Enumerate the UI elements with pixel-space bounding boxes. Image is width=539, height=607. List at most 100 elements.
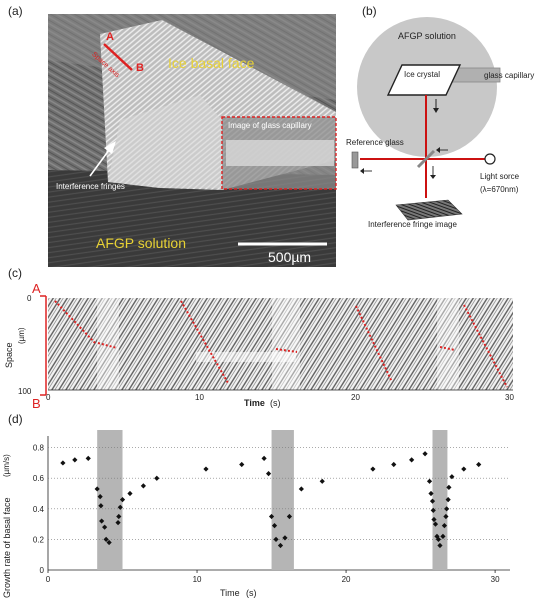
fringes-arrow-head — [104, 141, 116, 154]
x-tick-label: 0 — [46, 575, 51, 584]
data-point — [127, 490, 133, 497]
kymo-xunit: (s) — [270, 398, 281, 408]
afgp-solution-photo-label: AFGP solution — [96, 235, 187, 251]
kymo-x-tick-30: 30 — [505, 393, 514, 402]
data-point — [72, 457, 78, 463]
data-point — [298, 486, 304, 492]
kymo-xlabel: Time — [244, 398, 265, 408]
y-tick-label: 0.8 — [33, 444, 45, 453]
data-point — [435, 536, 442, 543]
kymo-x-tick-20: 20 — [351, 393, 360, 402]
data-point — [102, 524, 108, 530]
data-point — [154, 475, 160, 481]
data-point — [409, 457, 415, 463]
chart-xlabel: Time — [220, 588, 240, 598]
scale-bar-label: 500µm — [268, 249, 312, 265]
shaded-interval-0 — [97, 430, 123, 570]
ice-crystal-label: Ice crystal — [404, 70, 441, 79]
data-point — [391, 461, 397, 468]
data-point — [476, 461, 482, 468]
data-point — [444, 506, 450, 512]
data-point — [60, 460, 66, 466]
kymo-y-tick-0: 0 — [27, 294, 32, 303]
data-point — [437, 542, 443, 549]
data-point — [429, 498, 436, 504]
wavelength-label: (λ=670nm) — [480, 185, 519, 194]
capillary-label: Image of glass capillary — [228, 121, 312, 130]
data-point — [239, 461, 245, 468]
ice-crystal-shape — [386, 64, 462, 96]
x-tick-label: 10 — [193, 575, 202, 584]
y-tick-label: 0.4 — [33, 505, 45, 514]
fringes-label: Interference fringes — [56, 182, 125, 191]
reference-glass-icon — [351, 151, 359, 169]
light-source-label: Light sorce — [480, 172, 520, 181]
chart-xunit: (s) — [246, 588, 257, 598]
data-point — [428, 490, 434, 497]
ice-basal-face-label: Ice basal face — [168, 55, 255, 71]
x-tick-label: 20 — [342, 575, 351, 584]
data-point — [445, 497, 451, 503]
shaded-interval-2 — [432, 430, 448, 570]
data-point — [446, 484, 452, 491]
data-point — [99, 518, 105, 524]
marker-a-kymo: A — [32, 281, 41, 296]
fringe-image-icon — [395, 199, 463, 221]
data-point — [268, 513, 275, 520]
data-point — [271, 523, 278, 529]
space-axis-line — [103, 43, 133, 71]
data-point — [319, 478, 325, 484]
data-point — [449, 474, 455, 480]
beam-splitter — [416, 149, 436, 169]
data-point — [106, 539, 112, 546]
kymo-yunit: (µm) — [17, 327, 26, 344]
data-point — [440, 533, 446, 539]
data-point — [265, 471, 272, 477]
data-point — [97, 493, 103, 500]
x-tick-label: 30 — [491, 575, 500, 584]
data-point — [119, 497, 126, 503]
panel-d-label: (d) — [8, 412, 23, 426]
panel-c-label: (c) — [8, 266, 22, 280]
y-tick-label: 0 — [40, 566, 45, 575]
data-point — [117, 504, 123, 510]
light-source-icon — [484, 153, 496, 165]
data-point — [277, 542, 284, 549]
y-tick-label: 0.2 — [33, 535, 45, 544]
data-point — [103, 536, 109, 543]
afgp-solution-diagram-label: AFGP solution — [398, 31, 456, 41]
glass-capillary-label: glass capillary — [484, 71, 535, 80]
panel-a-label: (a) — [8, 4, 23, 18]
data-point — [426, 478, 433, 484]
kymo-y-tick-100: 100 — [18, 387, 32, 396]
data-point — [430, 507, 436, 513]
setup-diagram — [351, 17, 501, 221]
data-point — [203, 466, 209, 472]
data-point — [94, 486, 100, 492]
data-point — [441, 523, 448, 529]
fringe-image-label: Interference fringe image — [368, 220, 457, 229]
y-tick-label: 0.6 — [33, 474, 45, 483]
data-point — [286, 513, 293, 520]
marker-b-kymo: B — [32, 396, 41, 411]
chart-ylabel: Growth rate of basal face — [2, 497, 12, 598]
data-point — [98, 503, 104, 509]
panel-b-label: (b) — [362, 4, 377, 18]
capillary-outline — [221, 116, 337, 190]
data-point — [85, 455, 91, 461]
data-point — [115, 519, 121, 526]
data-point — [273, 536, 279, 543]
shaded-interval-1 — [271, 430, 294, 570]
growth-rate-chart: 0 0.2 0.4 0.6 0.8 0 10 20 30 — [33, 430, 510, 584]
data-point — [422, 451, 428, 457]
data-point — [282, 535, 288, 541]
data-point — [116, 513, 122, 520]
data-point — [443, 513, 449, 520]
chart-yunit: (µm/s) — [2, 454, 11, 477]
kymo-x-tick-0: 0 — [46, 393, 51, 402]
data-point — [140, 483, 146, 489]
micrograph-photo — [48, 14, 336, 267]
data-point — [370, 466, 376, 472]
kymo-ylabel: Space — [4, 342, 14, 368]
